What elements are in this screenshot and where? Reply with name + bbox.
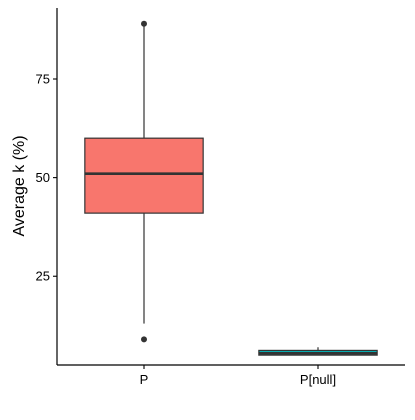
box-iqr	[84, 137, 204, 214]
y-tick-label: 25	[36, 269, 50, 284]
y-tick-label: 75	[36, 72, 50, 87]
plot-area: 25 50 75 P P[null]	[36, 8, 405, 387]
x-tick-label: P[null]	[300, 372, 336, 387]
y-axis-title: Average k (%)	[11, 135, 28, 236]
x-tick-label: P	[140, 372, 149, 387]
outlier-point	[141, 20, 147, 27]
y-tick-label: 50	[36, 170, 50, 185]
outlier-point	[141, 336, 147, 343]
